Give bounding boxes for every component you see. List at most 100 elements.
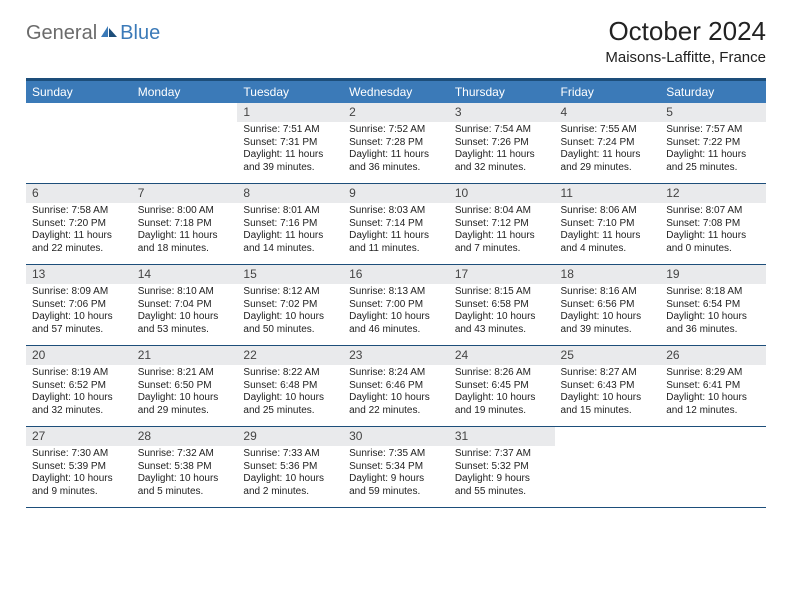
title-block: October 2024 Maisons-Laffitte, France: [605, 16, 766, 66]
day-details: Sunrise: 8:10 AMSunset: 7:04 PMDaylight:…: [132, 284, 238, 345]
day-details: Sunrise: 8:24 AMSunset: 6:46 PMDaylight:…: [343, 365, 449, 426]
day-details: [26, 122, 132, 183]
sunrise-line: Sunrise: 8:01 AM: [243, 205, 337, 218]
day-cell: 20Sunrise: 8:19 AMSunset: 6:52 PMDayligh…: [26, 346, 132, 427]
logo: General Blue: [26, 22, 160, 45]
dayname-tuesday: Tuesday: [237, 80, 343, 103]
day-details: Sunrise: 8:06 AMSunset: 7:10 PMDaylight:…: [555, 203, 661, 264]
calendar-table: SundayMondayTuesdayWednesdayThursdayFrid…: [26, 79, 766, 508]
date-number: 15: [237, 265, 343, 284]
sunrise-line: Sunrise: 7:30 AM: [32, 448, 126, 461]
sunrise-line: Sunrise: 7:52 AM: [349, 124, 443, 137]
sunset-line: Sunset: 7:22 PM: [666, 137, 760, 150]
daylight-line: Daylight: 10 hours and 57 minutes.: [32, 311, 126, 336]
day-cell: 14Sunrise: 8:10 AMSunset: 7:04 PMDayligh…: [132, 265, 238, 346]
date-number: [660, 427, 766, 446]
day-details: Sunrise: 7:37 AMSunset: 5:32 PMDaylight:…: [449, 446, 555, 507]
date-number: 3: [449, 103, 555, 122]
date-number: 16: [343, 265, 449, 284]
sunrise-line: Sunrise: 8:27 AM: [561, 367, 655, 380]
calendar-container: SundayMondayTuesdayWednesdayThursdayFrid…: [26, 78, 766, 508]
sunset-line: Sunset: 7:24 PM: [561, 137, 655, 150]
week-row: 27Sunrise: 7:30 AMSunset: 5:39 PMDayligh…: [26, 427, 766, 508]
sunset-line: Sunset: 7:14 PM: [349, 218, 443, 231]
day-details: Sunrise: 7:57 AMSunset: 7:22 PMDaylight:…: [660, 122, 766, 183]
date-number: 14: [132, 265, 238, 284]
date-number: 25: [555, 346, 661, 365]
daylight-line: Daylight: 10 hours and 5 minutes.: [138, 473, 232, 498]
calendar-body: 1Sunrise: 7:51 AMSunset: 7:31 PMDaylight…: [26, 103, 766, 508]
sunrise-line: Sunrise: 7:58 AM: [32, 205, 126, 218]
sunset-line: Sunset: 7:00 PM: [349, 299, 443, 312]
date-number: 28: [132, 427, 238, 446]
daylight-line: Daylight: 11 hours and 4 minutes.: [561, 230, 655, 255]
logo-sail-icon: [100, 25, 118, 39]
week-row: 1Sunrise: 7:51 AMSunset: 7:31 PMDaylight…: [26, 103, 766, 184]
day-cell: 22Sunrise: 8:22 AMSunset: 6:48 PMDayligh…: [237, 346, 343, 427]
sunrise-line: Sunrise: 8:13 AM: [349, 286, 443, 299]
date-number: 13: [26, 265, 132, 284]
dayname-wednesday: Wednesday: [343, 80, 449, 103]
daylight-line: Daylight: 10 hours and 46 minutes.: [349, 311, 443, 336]
daylight-line: Daylight: 10 hours and 9 minutes.: [32, 473, 126, 498]
daylight-line: Daylight: 11 hours and 7 minutes.: [455, 230, 549, 255]
sunrise-line: Sunrise: 8:29 AM: [666, 367, 760, 380]
day-cell: 25Sunrise: 8:27 AMSunset: 6:43 PMDayligh…: [555, 346, 661, 427]
date-number: 7: [132, 184, 238, 203]
daylight-line: Daylight: 11 hours and 36 minutes.: [349, 149, 443, 174]
day-details: Sunrise: 8:07 AMSunset: 7:08 PMDaylight:…: [660, 203, 766, 264]
date-number: 26: [660, 346, 766, 365]
logo-text-general: General: [26, 22, 97, 45]
daylight-line: Daylight: 11 hours and 32 minutes.: [455, 149, 549, 174]
day-cell: 3Sunrise: 7:54 AMSunset: 7:26 PMDaylight…: [449, 103, 555, 184]
day-details: Sunrise: 7:32 AMSunset: 5:38 PMDaylight:…: [132, 446, 238, 507]
sunrise-line: Sunrise: 8:19 AM: [32, 367, 126, 380]
daylight-line: Daylight: 10 hours and 19 minutes.: [455, 392, 549, 417]
daylight-line: Daylight: 11 hours and 14 minutes.: [243, 230, 337, 255]
day-details: Sunrise: 8:15 AMSunset: 6:58 PMDaylight:…: [449, 284, 555, 345]
sunset-line: Sunset: 7:04 PM: [138, 299, 232, 312]
date-number: 30: [343, 427, 449, 446]
date-number: 17: [449, 265, 555, 284]
sunrise-line: Sunrise: 8:18 AM: [666, 286, 760, 299]
daylight-line: Daylight: 11 hours and 25 minutes.: [666, 149, 760, 174]
sunrise-line: Sunrise: 8:16 AM: [561, 286, 655, 299]
day-details: Sunrise: 8:03 AMSunset: 7:14 PMDaylight:…: [343, 203, 449, 264]
sunset-line: Sunset: 5:36 PM: [243, 461, 337, 474]
sunrise-line: Sunrise: 8:12 AM: [243, 286, 337, 299]
day-cell: [132, 103, 238, 184]
sunset-line: Sunset: 7:08 PM: [666, 218, 760, 231]
daylight-line: Daylight: 11 hours and 22 minutes.: [32, 230, 126, 255]
day-cell: 6Sunrise: 7:58 AMSunset: 7:20 PMDaylight…: [26, 184, 132, 265]
date-number: 9: [343, 184, 449, 203]
sunrise-line: Sunrise: 7:37 AM: [455, 448, 549, 461]
day-details: [555, 446, 661, 507]
day-cell: 1Sunrise: 7:51 AMSunset: 7:31 PMDaylight…: [237, 103, 343, 184]
day-details: Sunrise: 7:51 AMSunset: 7:31 PMDaylight:…: [237, 122, 343, 183]
daylight-line: Daylight: 10 hours and 25 minutes.: [243, 392, 337, 417]
day-cell: [26, 103, 132, 184]
sunrise-line: Sunrise: 8:24 AM: [349, 367, 443, 380]
date-number: 2: [343, 103, 449, 122]
dayname-row: SundayMondayTuesdayWednesdayThursdayFrid…: [26, 80, 766, 103]
sunset-line: Sunset: 5:38 PM: [138, 461, 232, 474]
date-number: 19: [660, 265, 766, 284]
day-cell: 16 Sunrise: 8:13 AMSunset: 7:00 PMDayligh…: [343, 265, 449, 346]
sunset-line: Sunset: 6:48 PM: [243, 380, 337, 393]
sunrise-line: Sunrise: 8:10 AM: [138, 286, 232, 299]
day-details: [660, 446, 766, 507]
sunrise-line: Sunrise: 7:32 AM: [138, 448, 232, 461]
dayname-friday: Friday: [555, 80, 661, 103]
date-number: [26, 103, 132, 122]
day-cell: 30Sunrise: 7:35 AMSunset: 5:34 PMDayligh…: [343, 427, 449, 508]
dayname-monday: Monday: [132, 80, 238, 103]
day-details: Sunrise: 8:01 AMSunset: 7:16 PMDaylight:…: [237, 203, 343, 264]
day-cell: [555, 427, 661, 508]
day-details: Sunrise: 8:09 AMSunset: 7:06 PMDaylight:…: [26, 284, 132, 345]
sunset-line: Sunset: 7:06 PM: [32, 299, 126, 312]
daylight-line: Daylight: 10 hours and 22 minutes.: [349, 392, 443, 417]
sunset-line: Sunset: 7:18 PM: [138, 218, 232, 231]
date-number: 10: [449, 184, 555, 203]
daylight-line: Daylight: 10 hours and 32 minutes.: [32, 392, 126, 417]
day-cell: 15Sunrise: 8:12 AMSunset: 7:02 PMDayligh…: [237, 265, 343, 346]
